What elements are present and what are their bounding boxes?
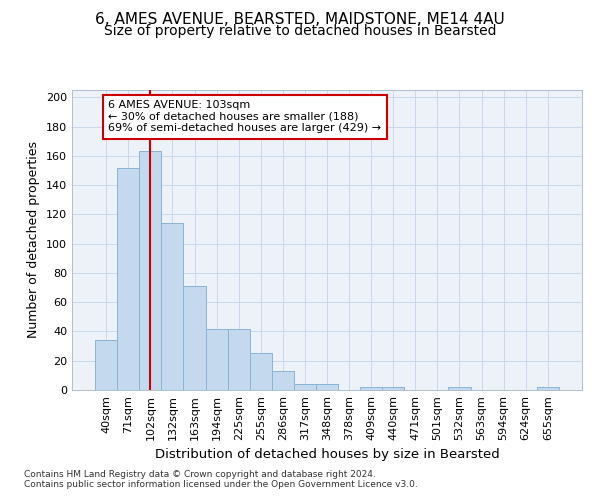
Bar (448, 387, 470, 390)
Text: Contains public sector information licensed under the Open Government Licence v3: Contains public sector information licen… (24, 480, 418, 489)
Y-axis label: Number of detached properties: Number of detached properties (28, 142, 40, 338)
Bar (139, 152, 161, 390)
X-axis label: Distribution of detached houses by size in Bearsted: Distribution of detached houses by size … (155, 448, 499, 461)
Text: Size of property relative to detached houses in Bearsted: Size of property relative to detached ho… (104, 24, 496, 38)
Bar (537, 387, 559, 390)
Bar (161, 223, 184, 390)
Bar (272, 371, 294, 390)
Bar (206, 328, 227, 390)
Bar (95, 340, 117, 390)
Bar (382, 387, 404, 390)
Bar (316, 384, 338, 390)
Text: Contains HM Land Registry data © Crown copyright and database right 2024.: Contains HM Land Registry data © Crown c… (24, 470, 376, 479)
Bar (250, 354, 272, 390)
Text: 6, AMES AVENUE, BEARSTED, MAIDSTONE, ME14 4AU: 6, AMES AVENUE, BEARSTED, MAIDSTONE, ME1… (95, 12, 505, 28)
Bar (184, 286, 206, 390)
Bar (294, 384, 316, 390)
Bar (227, 328, 250, 390)
Bar (117, 168, 139, 390)
Bar (360, 387, 382, 390)
Text: 6 AMES AVENUE: 103sqm
← 30% of detached houses are smaller (188)
69% of semi-det: 6 AMES AVENUE: 103sqm ← 30% of detached … (109, 100, 382, 134)
